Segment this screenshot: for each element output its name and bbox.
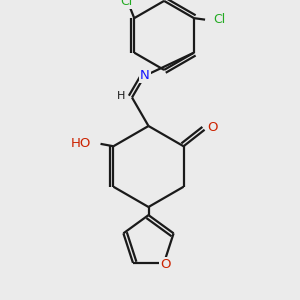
Text: O: O	[208, 121, 218, 134]
Text: HO: HO	[70, 137, 91, 150]
Text: Cl: Cl	[213, 13, 225, 26]
Text: O: O	[160, 258, 171, 271]
Text: H: H	[116, 91, 125, 101]
Text: N: N	[140, 69, 149, 82]
Text: Cl: Cl	[120, 0, 133, 8]
